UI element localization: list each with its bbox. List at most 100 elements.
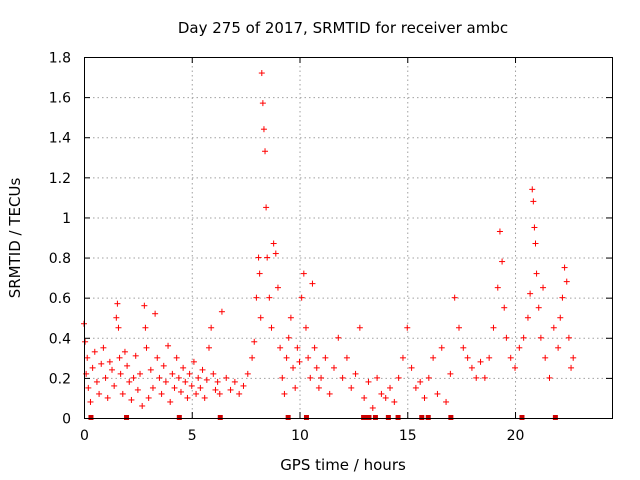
data-point <box>361 394 368 401</box>
data-point <box>141 302 148 309</box>
data-point <box>262 148 269 155</box>
data-point <box>251 338 258 345</box>
data-point <box>152 310 159 317</box>
data-point <box>447 370 454 377</box>
data-point <box>274 284 281 291</box>
data-point <box>570 354 577 361</box>
data-point <box>132 352 139 359</box>
data-point <box>309 280 316 287</box>
data-point <box>339 374 346 381</box>
data-point <box>173 354 180 361</box>
x-tick-label: 20 <box>507 428 525 444</box>
data-point <box>501 304 508 311</box>
data-point <box>147 366 154 373</box>
data-point <box>315 384 322 391</box>
data-point <box>128 396 135 403</box>
data-point <box>113 314 120 321</box>
y-axis-title: SRMTID / TECUs <box>6 178 24 299</box>
data-point <box>305 354 312 361</box>
y-tick-labels: 0 0.2 0.4 0.6 0.8 1 1.2 1.4 1.6 1.8 <box>49 51 71 428</box>
data-point <box>296 358 303 365</box>
data-point <box>404 324 411 331</box>
data-point <box>557 314 564 321</box>
data-point <box>249 354 256 361</box>
data-point <box>298 294 305 301</box>
data-point <box>486 354 493 361</box>
data-point <box>302 324 309 331</box>
data-point <box>417 378 424 385</box>
data-point <box>268 324 275 331</box>
data-point <box>156 374 163 381</box>
data-point <box>561 264 568 271</box>
data-point <box>91 348 98 355</box>
data-point <box>464 354 471 361</box>
data-point <box>292 384 299 391</box>
data-point <box>365 378 372 385</box>
data-point <box>184 394 191 401</box>
x-axis-title: GPS time / hours <box>280 456 406 474</box>
data-point <box>203 376 210 383</box>
chart-title: Day 275 of 2017, SRMTID for receiver amb… <box>178 19 508 37</box>
x-tick-label: 10 <box>291 428 309 444</box>
data-point <box>175 374 182 381</box>
data-point <box>527 290 534 297</box>
data-point <box>516 344 523 351</box>
y-tick-label: 0.6 <box>49 291 71 307</box>
data-point <box>117 370 124 377</box>
data-point <box>260 126 267 133</box>
data-point <box>537 334 544 341</box>
data-point <box>149 384 156 391</box>
zero-marker <box>217 415 223 420</box>
data-point <box>104 394 111 401</box>
data-point <box>335 334 342 341</box>
data-point <box>165 342 172 349</box>
data-point <box>524 314 531 321</box>
axis-ticks <box>84 57 612 419</box>
y-tick-label: 0.8 <box>49 251 71 267</box>
plot-frame <box>84 57 613 419</box>
data-point <box>530 198 537 205</box>
data-point <box>468 364 475 371</box>
data-point <box>256 270 263 277</box>
data-point <box>318 374 325 381</box>
data-point <box>503 334 510 341</box>
data-point <box>167 398 174 405</box>
data-point <box>532 240 539 247</box>
zero-marker <box>519 415 525 420</box>
data-point <box>408 364 415 371</box>
data-point <box>322 354 329 361</box>
data-point <box>477 358 484 365</box>
data-point <box>197 384 204 391</box>
data-point <box>490 324 497 331</box>
data-point <box>186 370 193 377</box>
data-point <box>85 384 92 391</box>
zero-marker <box>448 415 454 420</box>
data-point <box>190 358 197 365</box>
data-point <box>264 254 271 261</box>
data-point <box>130 374 137 381</box>
data-point <box>283 354 290 361</box>
data-point <box>550 324 557 331</box>
y-tick-label: 1.8 <box>49 51 71 67</box>
data-point <box>109 366 116 373</box>
data-point <box>169 370 176 377</box>
data-point <box>257 314 264 321</box>
data-point <box>119 390 126 397</box>
data-point <box>272 250 279 257</box>
data-point <box>496 228 503 235</box>
data-point <box>266 294 273 301</box>
data-point <box>399 354 406 361</box>
data-point <box>134 386 141 393</box>
data-point <box>378 390 385 397</box>
data-point <box>270 240 277 247</box>
data-point <box>294 344 301 351</box>
y-tick-label: 1.6 <box>49 91 71 107</box>
data-point <box>520 334 527 341</box>
y-tick-label: 0 <box>62 412 71 428</box>
data-point <box>473 374 480 381</box>
data-point <box>542 354 549 361</box>
y-tick-label: 0.2 <box>49 371 71 387</box>
zero-marker <box>385 415 391 420</box>
data-point <box>244 370 251 377</box>
x-tick-label: 0 <box>80 428 89 444</box>
